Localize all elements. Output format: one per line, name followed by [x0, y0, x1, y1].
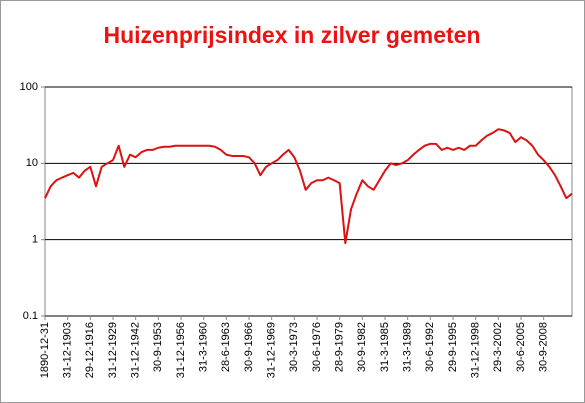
- x-tick-label: 31-12-1998: [470, 322, 482, 378]
- x-tick-label: 29-9-1995: [447, 322, 459, 372]
- x-tick-label: 30-9-1953: [152, 322, 164, 372]
- x-tick-label: 31-12-1929: [107, 322, 119, 378]
- x-tick-label: 31-3-1989: [402, 322, 414, 372]
- x-tick-label: 30-9-1966: [243, 322, 255, 372]
- x-tick-label: 31-12-1942: [130, 322, 142, 378]
- data-line: [44, 128, 573, 245]
- x-tick-label: 1890-12-31: [39, 322, 51, 378]
- y-tick-label: 0.1: [23, 310, 38, 322]
- x-tick-label: 30-3-1973: [288, 322, 300, 372]
- x-tick-label: 31-12-1969: [266, 322, 278, 378]
- x-tick-label: 31-12-1956: [175, 322, 187, 378]
- chart-title: Huizenprijsindex in zilver gemeten: [103, 22, 480, 48]
- x-tick-label: 30-6-1976: [311, 322, 323, 372]
- x-tick-label: 30-6-2005: [515, 322, 527, 372]
- y-tick-label: 10: [26, 157, 38, 169]
- x-tick-label: 31-3-1960: [198, 322, 210, 372]
- y-tick-label: 1: [32, 234, 38, 246]
- x-tick-label: 30-6-1992: [424, 322, 436, 372]
- x-tick-label: 30-9-1982: [356, 322, 368, 372]
- x-tick-label: 28-6-1963: [220, 322, 232, 372]
- x-tick-label: 31-3-1985: [379, 322, 391, 372]
- x-tick-label: 28-9-1979: [334, 322, 346, 372]
- x-tick-label: 31-12-1903: [62, 322, 74, 378]
- x-tick-label: 29-12-1916: [84, 322, 96, 378]
- x-tick-label: 30-9-2008: [538, 322, 550, 372]
- y-tick-label: 100: [20, 81, 38, 93]
- x-tick-label: 29-3-2002: [492, 322, 504, 372]
